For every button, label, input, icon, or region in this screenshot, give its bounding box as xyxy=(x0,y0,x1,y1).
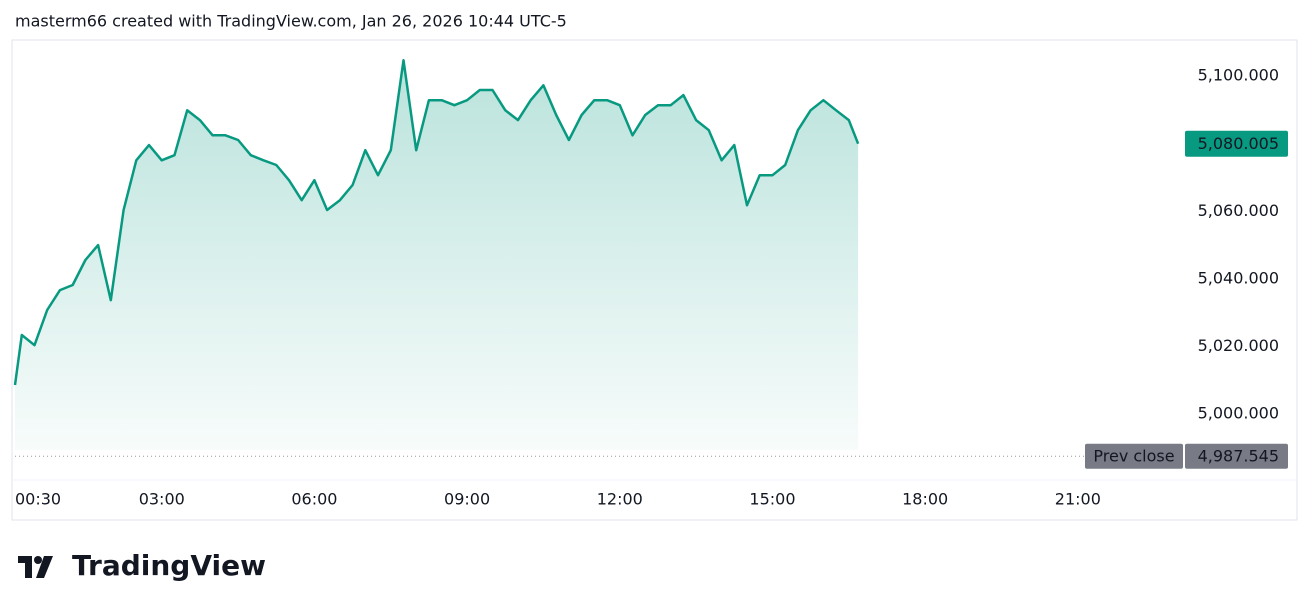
brand: TradingView xyxy=(72,549,266,582)
x-tick-label: 18:00 xyxy=(902,490,948,509)
x-tick-label: 00:30 xyxy=(15,490,61,509)
prev-close-box xyxy=(1185,443,1288,469)
x-tick-label: 21:00 xyxy=(1055,490,1101,509)
y-tick-label: 5,020.000 xyxy=(1198,336,1279,355)
header: masterm66 created with TradingView.com, … xyxy=(15,12,567,31)
last-price-box xyxy=(1185,130,1288,157)
x-tick-label: 06:00 xyxy=(291,490,337,509)
x-tick-label: 15:00 xyxy=(749,490,795,509)
y-tick-label: 5,040.000 xyxy=(1198,268,1279,287)
prev-close-label: 4,987.545 xyxy=(1198,447,1279,466)
x-tick-label: 09:00 xyxy=(444,490,490,509)
logo xyxy=(18,556,53,578)
last-price-label: 5,080.005 xyxy=(1198,134,1279,153)
price-line xyxy=(13,59,860,386)
y-tick-label: 5,060.000 xyxy=(1198,201,1279,220)
area-fill xyxy=(15,60,859,451)
prev-close-name: Prev close xyxy=(1093,447,1174,466)
prev-close-name-box xyxy=(1085,443,1183,469)
y-tick-label: 5,100.000 xyxy=(1198,66,1279,85)
pane-border xyxy=(11,39,1298,521)
y-tick-label: 5,000.000 xyxy=(1198,404,1279,423)
x-tick-label: 12:00 xyxy=(597,490,643,509)
x-tick-label: 03:00 xyxy=(139,490,185,509)
